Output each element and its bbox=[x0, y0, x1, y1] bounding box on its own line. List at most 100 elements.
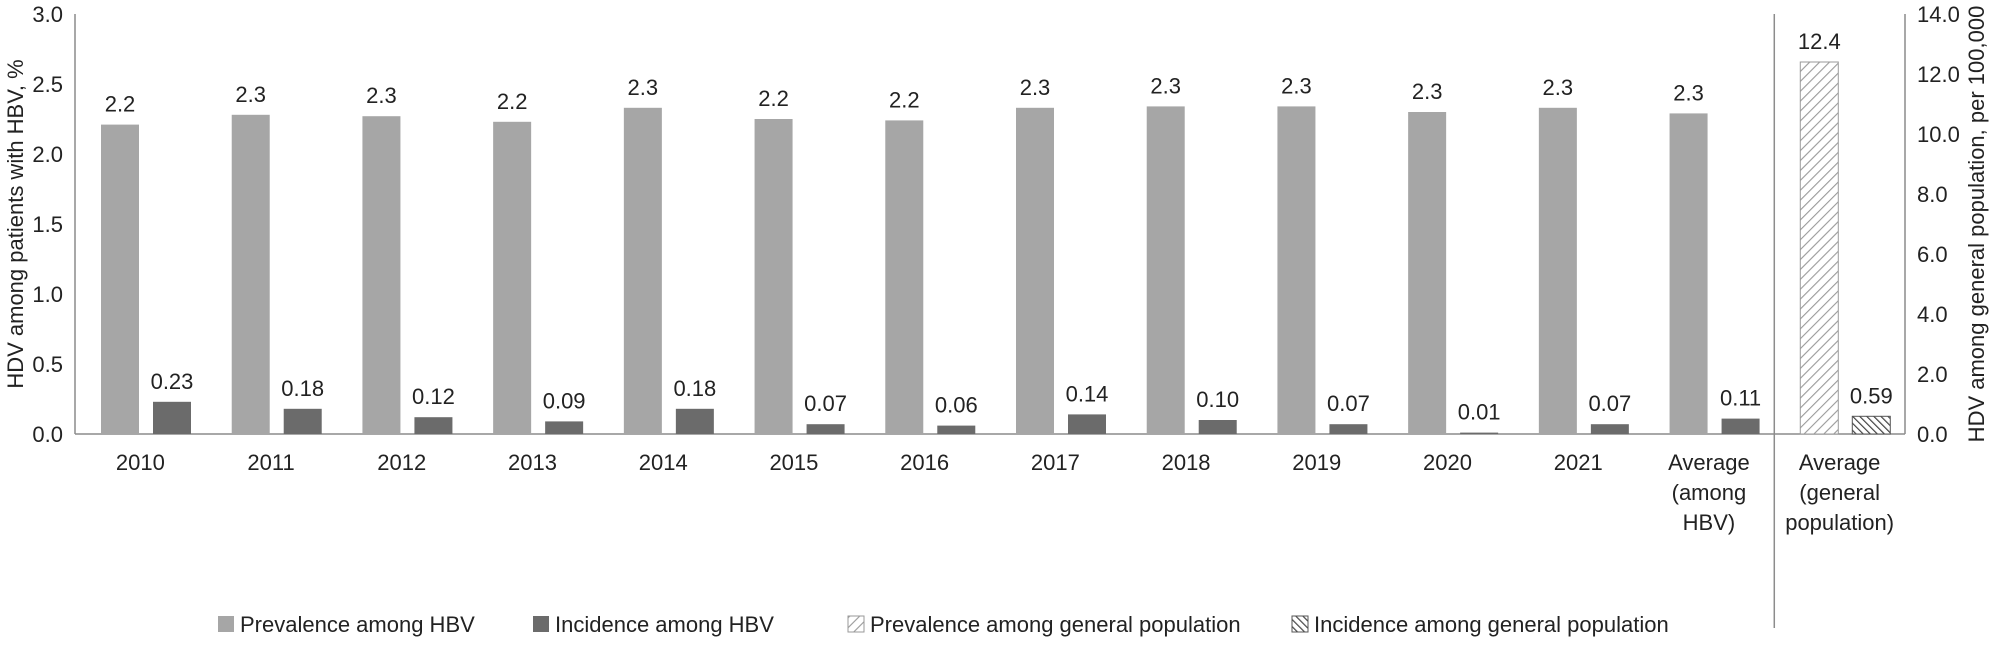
y-right-tick-label: 6.0 bbox=[1917, 242, 1948, 267]
data-label: 0.01 bbox=[1458, 400, 1501, 425]
bar-incidence-among-hbv bbox=[806, 424, 845, 434]
bar-incidence-among-hbv bbox=[675, 408, 714, 434]
bar-prevalence-among-hbv bbox=[1408, 112, 1447, 434]
y-left-tick-label: 1.0 bbox=[32, 282, 63, 307]
y-right-tick-label: 2.0 bbox=[1917, 362, 1948, 387]
x-tick-label: 2015 bbox=[769, 450, 818, 475]
data-label: 2.3 bbox=[1412, 79, 1443, 104]
data-label: 0.07 bbox=[1327, 391, 1370, 416]
y-left-tick-label: 0.0 bbox=[32, 422, 63, 447]
data-label: 0.09 bbox=[543, 388, 586, 413]
data-label: 0.06 bbox=[935, 393, 978, 418]
y-left-tick-label: 3.0 bbox=[32, 2, 63, 27]
y-right-tick-label: 8.0 bbox=[1917, 182, 1948, 207]
y-left-tick-label: 1.5 bbox=[32, 212, 63, 237]
y-right-tick-label: 12.0 bbox=[1917, 62, 1960, 87]
bar-prevalence-among-general-population bbox=[1799, 61, 1839, 435]
legend-label: Prevalence among general population bbox=[870, 612, 1241, 637]
data-label: 2.3 bbox=[366, 83, 397, 108]
x-tick-label: (general bbox=[1799, 480, 1880, 505]
legend-label: Prevalence among HBV bbox=[240, 612, 475, 637]
data-labels-layer: 2.2 0.23 2.3 0.18 2.3 0.12 2.2 0.09 2.3 0.18 2.2 0.… bbox=[105, 29, 1893, 425]
bar-incidence-among-hbv bbox=[1590, 424, 1629, 434]
bar-prevalence-among-hbv bbox=[493, 121, 532, 435]
bar-incidence-among-hbv bbox=[1198, 420, 1237, 434]
data-label: 0.07 bbox=[1588, 391, 1631, 416]
legend-swatch bbox=[533, 616, 549, 632]
data-label: 0.10 bbox=[1196, 387, 1239, 412]
legend-label: Incidence among HBV bbox=[555, 612, 774, 637]
bar-prevalence-among-hbv bbox=[362, 116, 401, 434]
x-tick-label: 2011 bbox=[247, 450, 294, 475]
data-label: 2.3 bbox=[628, 75, 659, 100]
bar-prevalence-among-hbv bbox=[1146, 106, 1185, 435]
data-label: 0.23 bbox=[151, 369, 194, 394]
legend-swatch bbox=[218, 616, 234, 632]
x-tick-label: 2010 bbox=[116, 450, 165, 475]
x-tick-label: Average bbox=[1668, 450, 1750, 475]
legend-swatch bbox=[847, 615, 865, 633]
data-label: 2.2 bbox=[758, 86, 789, 111]
y-right-axis-title: HDV among general population, per 100,00… bbox=[1964, 6, 1989, 443]
x-tick-label: HBV) bbox=[1683, 510, 1736, 535]
x-tick-label: population) bbox=[1785, 510, 1894, 535]
bar-prevalence-among-hbv bbox=[231, 114, 270, 435]
legend: Prevalence among HBV Incidence among HBV P… bbox=[218, 612, 1669, 637]
legend-label: Incidence among general population bbox=[1314, 612, 1669, 637]
y-right-tick-label: 4.0 bbox=[1917, 302, 1948, 327]
axes-layer: 0.0 0.5 1.0 1.5 2.0 2.5 3.0 0.0 2.0 4.0 6.0 8.0 10.0… bbox=[3, 2, 1989, 628]
data-label: 0.12 bbox=[412, 384, 455, 409]
data-label: 2.3 bbox=[1281, 73, 1312, 98]
bar-incidence-among-hbv bbox=[283, 408, 322, 434]
data-label: 0.14 bbox=[1066, 381, 1109, 406]
x-tick-label: 2013 bbox=[508, 450, 557, 475]
bar-incidence-among-hbv bbox=[545, 421, 584, 434]
x-tick-label: 2012 bbox=[377, 450, 426, 475]
y-right-tick-label: 0.0 bbox=[1917, 422, 1948, 447]
data-label: 2.2 bbox=[889, 87, 920, 112]
x-tick-label: 2016 bbox=[900, 450, 949, 475]
bar-prevalence-among-hbv bbox=[754, 119, 793, 434]
x-tick-label: 2020 bbox=[1423, 450, 1472, 475]
x-tick-label: 2014 bbox=[639, 450, 688, 475]
data-label: 2.3 bbox=[1150, 73, 1181, 98]
bar-prevalence-among-hbv bbox=[623, 107, 662, 435]
bar-prevalence-among-hbv bbox=[1669, 113, 1708, 435]
x-tick-label: 2021 bbox=[1554, 450, 1603, 475]
bar-incidence-among-general-population bbox=[1851, 415, 1891, 435]
bar-incidence-among-hbv bbox=[153, 401, 191, 434]
bar-incidence-among-hbv bbox=[1329, 424, 1368, 434]
y-right-tick-label: 14.0 bbox=[1917, 2, 1960, 27]
bar-prevalence-among-hbv bbox=[101, 124, 139, 434]
data-label: 0.11 bbox=[1720, 386, 1761, 411]
y-right-tick-label: 10.0 bbox=[1917, 122, 1960, 147]
data-label: 2.3 bbox=[1673, 80, 1704, 105]
y-left-axis-title: HDV among patients with HBV, % bbox=[3, 59, 28, 388]
bar-incidence-among-hbv bbox=[1068, 414, 1106, 434]
y-left-tick-label: 0.5 bbox=[32, 352, 63, 377]
data-label: 2.3 bbox=[1020, 75, 1051, 100]
data-label: 2.2 bbox=[105, 92, 136, 117]
data-label: 0.18 bbox=[281, 376, 324, 401]
legend-swatch bbox=[1291, 615, 1309, 633]
bar-incidence-among-hbv bbox=[414, 417, 453, 434]
bar-prevalence-among-hbv bbox=[1016, 107, 1054, 435]
data-label: 0.59 bbox=[1850, 383, 1893, 408]
bars-layer bbox=[101, 61, 1891, 435]
data-label: 2.3 bbox=[1543, 75, 1574, 100]
x-tick-label: 2018 bbox=[1162, 450, 1211, 475]
bar-prevalence-among-hbv bbox=[1277, 106, 1316, 435]
x-tick-label: 2019 bbox=[1292, 450, 1341, 475]
data-label: 0.07 bbox=[804, 391, 847, 416]
x-tick-label: 2017 bbox=[1031, 450, 1080, 475]
bar-incidence-among-hbv bbox=[937, 425, 976, 434]
data-label: 12.4 bbox=[1798, 29, 1841, 54]
bar-prevalence-among-hbv bbox=[885, 120, 924, 435]
data-label: 2.2 bbox=[497, 89, 528, 114]
y-left-tick-label: 2.0 bbox=[32, 142, 63, 167]
y-left-tick-label: 2.5 bbox=[32, 72, 63, 97]
bar-incidence-among-hbv bbox=[1721, 418, 1760, 434]
x-tick-label: Average bbox=[1799, 450, 1881, 475]
